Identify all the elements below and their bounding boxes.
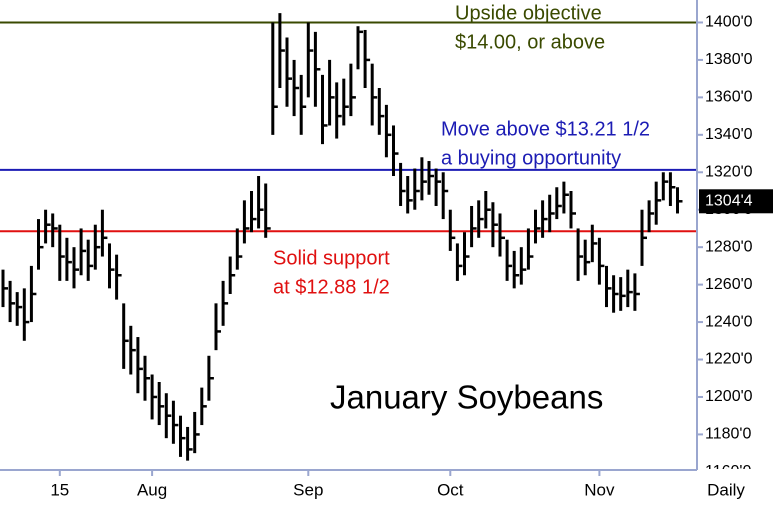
y-tick-label: 1280'0	[705, 238, 753, 255]
plot-area	[0, 13, 697, 461]
annotation: $14.00, or above	[455, 31, 605, 53]
last-price-box	[699, 189, 773, 214]
annotation: Move above $13.21 1/2	[441, 118, 650, 140]
x-tick-label: Aug	[137, 480, 167, 499]
annotation: Upside objective	[455, 2, 602, 24]
y-tick-label: 1380'0	[705, 51, 753, 68]
y-tick-label: 1320'0	[705, 163, 753, 180]
annotation: a buying opportunity	[441, 147, 621, 169]
y-tick-label: 1200'0	[705, 388, 753, 405]
x-tick-label: Nov	[584, 480, 615, 499]
x-axis-label: Daily	[707, 480, 745, 499]
y-tick-label: 1240'0	[705, 313, 753, 330]
y-tick-label: 1260'0	[705, 276, 753, 293]
x-tick-label: Sep	[293, 480, 323, 499]
x-tick-label: Oct	[437, 480, 464, 499]
y-axis: 1160'0 1180'0 1200'0 1220'0 1240'0 1260'0 1280…	[697, 14, 753, 480]
y-tick-label: 1360'0	[705, 89, 753, 106]
chart-title: January Soybeans	[330, 379, 603, 416]
y-tick-label: 1400'0	[705, 14, 753, 31]
x-tick-label: 15	[50, 480, 69, 499]
annotation: at $12.88 1/2	[273, 276, 390, 298]
annotation: Solid support	[273, 247, 390, 269]
y-tick-label: 1180'0	[705, 426, 751, 443]
y-tick-label: 1160'0	[705, 463, 751, 480]
y-tick-label: 1220'0	[705, 351, 753, 368]
last-price-label: 1304'4	[705, 193, 753, 210]
y-tick-label: 1340'0	[705, 126, 753, 143]
